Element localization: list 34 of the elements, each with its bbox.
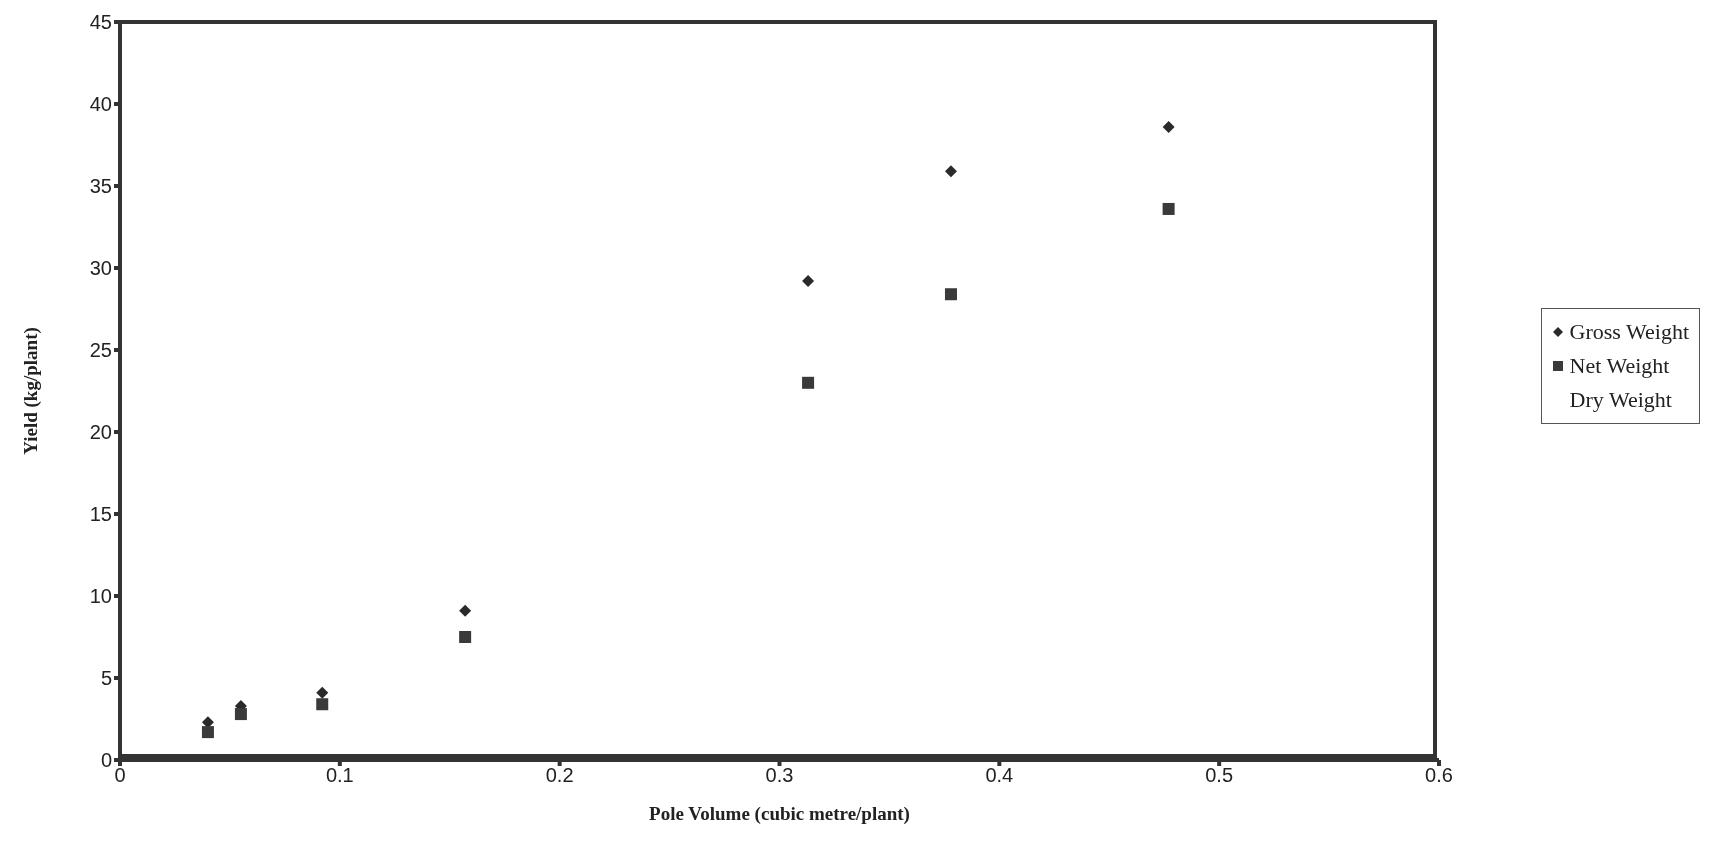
y-tick-label: 45 xyxy=(89,11,112,34)
x-tick-label: 0.4 xyxy=(985,764,1014,787)
y-tick-label: 25 xyxy=(89,339,112,362)
y-axis-title: Yield (kg/plant) xyxy=(19,327,42,455)
point xyxy=(316,698,329,711)
legend-label: Gross Weight xyxy=(1569,319,1689,345)
y-tick-label: 30 xyxy=(89,257,112,280)
point xyxy=(316,686,329,699)
y-tick-label: 20 xyxy=(89,421,112,444)
x-tick-label: 0.1 xyxy=(325,764,354,787)
point xyxy=(944,165,957,178)
x-axis-title: Pole Volume (cubic metre/plant) xyxy=(649,803,910,825)
point xyxy=(944,288,957,301)
x-tick-label: 0 xyxy=(114,764,126,787)
y-tick-label: 35 xyxy=(89,175,112,198)
text: Dry Weight xyxy=(1569,387,1672,413)
y-tick-label: 40 xyxy=(89,93,112,116)
x-tick-label: 0.3 xyxy=(765,764,794,787)
x-tick-label: 0.2 xyxy=(545,764,574,787)
point xyxy=(459,604,472,617)
point xyxy=(459,631,472,643)
point xyxy=(1162,120,1175,133)
point xyxy=(802,376,815,389)
y-tick-label: 5 xyxy=(100,667,112,690)
y-tick-label: 15 xyxy=(89,503,112,526)
x-tick-label: 0.5 xyxy=(1205,764,1234,787)
y-tick-label: 10 xyxy=(89,585,112,608)
point xyxy=(1162,202,1175,215)
point xyxy=(802,275,815,288)
legend-label: Net Weight xyxy=(1569,353,1670,379)
point xyxy=(234,708,247,721)
y-tick-label: 0 xyxy=(100,749,112,772)
point xyxy=(201,726,214,739)
x-tick-label: 0.6 xyxy=(1425,764,1453,787)
